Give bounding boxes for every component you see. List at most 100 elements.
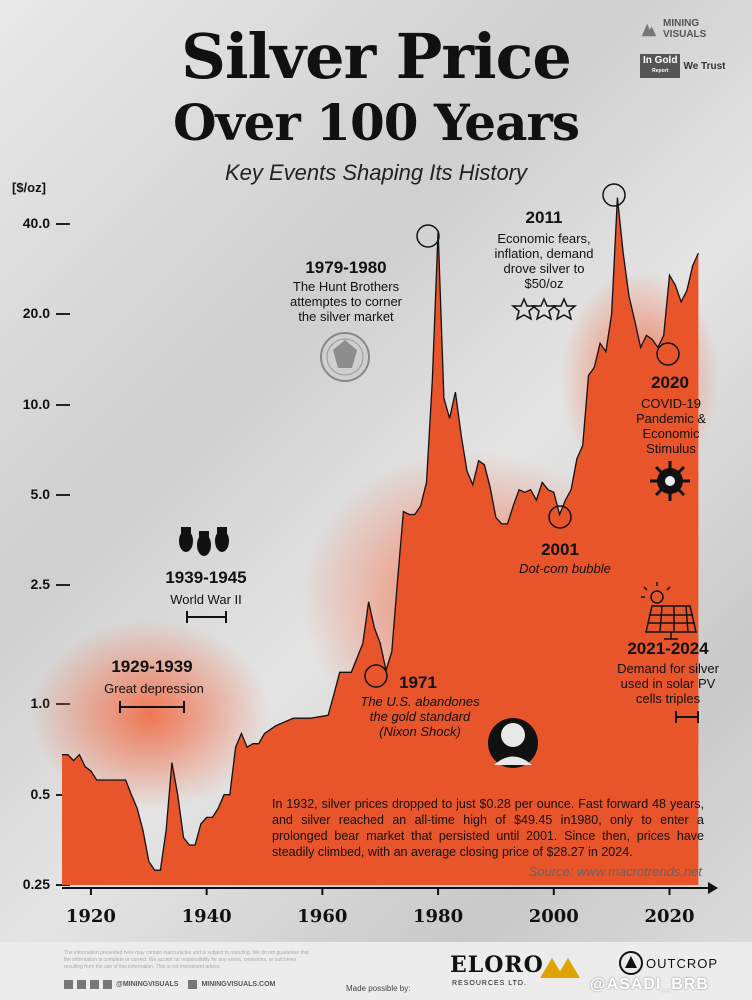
event-1971-year: 1971 [399,673,437,692]
brand-block: MINING VISUALS In Gold Report We Trust [640,18,732,78]
event-1939-year: 1939-1945 [165,568,247,587]
event-1979-text: The Hunt Brothers attemptes to corner th… [272,279,420,324]
event-2011-line1: Economic fears, [497,231,591,246]
facebook-icon[interactable] [64,980,73,989]
web-icon [188,980,198,989]
event-2021-line2: used in solar PV [620,676,716,691]
source-text: Source: www.macrotrends.net [528,864,702,879]
event-2020-line1: COVID-19 [641,396,701,411]
bracket-1929-1939 [119,701,185,713]
event-1979-line1: The Hunt Brothers [292,279,400,294]
ingold-left: In Gold [643,55,678,66]
x-tick-label: 1940 [181,906,232,927]
x-axis-arrow [708,882,718,894]
x-tick-label: 1960 [297,906,348,927]
outcrop-logo: OUTCROP [646,956,718,971]
mining-visuals-icon [641,23,657,37]
nixon-portrait-icon [488,718,538,768]
ingold-box: In Gold Report [640,54,681,78]
bracket-1939-1945 [186,611,227,623]
x-tick-label: 2020 [644,906,695,927]
event-1939-text: World War II [170,592,242,607]
y-tick-label: 10.0 [22,395,50,412]
outcrop-logo-icon [619,951,643,975]
brand-top: MINING [663,18,700,29]
marker-2020 [656,342,680,366]
marker-2001 [548,505,572,529]
x-icon[interactable] [77,980,86,989]
glow-left [30,620,270,810]
ingold-sub: Report [652,68,669,74]
bombs-icon [179,527,229,556]
event-1979-year: 1979-1980 [305,258,387,277]
coin-icon [320,332,370,382]
range-brackets [119,611,699,723]
bracket-2021-2024 [675,711,699,723]
event-2011-year: 2011 [525,208,563,227]
y-axis-unit: [$/oz] [12,180,46,195]
y-tick-label: 2.5 [30,576,50,593]
social-links: @MININGVISUALS MININGVISUALS.COM [64,980,275,989]
instagram-icon[interactable] [103,980,112,989]
event-1979-line3: the silver market [298,309,394,324]
marker-1971 [364,664,388,688]
y-tick-mark [56,313,70,316]
event-2020-text: COVID-19 Pandemic & Economic Stimulus [624,396,718,456]
brand-bottom: VISUALS [663,29,707,40]
footer: The information presented here may conta… [0,942,752,1000]
event-1929-text: Great depression [104,681,204,696]
event-2001-year: 2001 [541,540,579,559]
y-tick-mark [56,584,70,587]
x-tick-label: 2000 [528,906,579,927]
event-1971-text: The U.S. abandones the gold standard (Ni… [346,694,494,739]
event-2011-text: Economic fears, inflation, demand drove … [480,231,608,291]
x-axis-line [62,882,718,894]
marker-2011 [602,183,626,207]
event-markers [364,183,680,688]
event-1929-year: 1929-1939 [111,657,193,676]
social-handle[interactable]: @MININGVISUALS [116,981,179,988]
linkedin-icon[interactable] [90,980,99,989]
watermark: @ASADI_BRB [590,976,709,993]
event-2021-line1: Demand for silver [617,661,719,676]
eloro-subtitle: RESOURCES LTD. [452,980,527,987]
website-link[interactable]: MININGVISUALS.COM [201,981,276,988]
mining-visuals-logo: MINING VISUALS [640,18,732,40]
x-tick-label: 1920 [65,906,116,927]
event-2020-year: 2020 [651,373,689,392]
solar-panel-icon [641,582,697,640]
disclaimer: The information presented here may conta… [64,950,309,970]
marker-1980 [416,224,440,248]
eloro-logo: ELORO [450,952,544,978]
eloro-mark-icon [540,958,580,978]
ingold-logo: In Gold Report We Trust [640,54,732,78]
made-possible-by: Made possible by: [346,984,411,993]
y-tick-label: 0.5 [30,785,50,802]
event-1971-line3: (Nixon Shock) [379,724,461,739]
title-line-1: Silver Price [181,20,572,93]
price-area [62,197,699,886]
event-2020-line2: Pandemic & [635,411,707,426]
event-2021-text: Demand for silver used in solar PV cells… [606,661,730,706]
summary-note: In 1932, silver prices dropped to just $… [272,797,704,859]
y-tick-label: 20.0 [22,305,50,322]
event-2011-line2: inflation, demand [494,246,594,261]
y-tick-label: 40.0 [22,215,50,231]
ingold-right: We Trust [683,60,726,72]
x-tick-label: 1980 [413,906,464,927]
event-2001-text: Dot-com bubble [519,561,611,576]
y-tick-mark [56,223,70,225]
event-2020-line4: Stimulus [646,441,696,456]
price-line [62,197,699,871]
event-1971-line2: the gold standard [369,709,471,724]
event-1979-line2: attemptes to corner [290,294,402,309]
virus-icon [650,461,690,501]
y-tick-label: 0.25 [22,876,50,892]
y-tick-mark [56,403,70,406]
title-line-2: Over 100 Years [173,93,580,152]
event-2011-line3: drove silver to [503,261,585,276]
subtitle: Key Events Shaping Its History [224,160,528,185]
stars-icon [510,297,578,321]
